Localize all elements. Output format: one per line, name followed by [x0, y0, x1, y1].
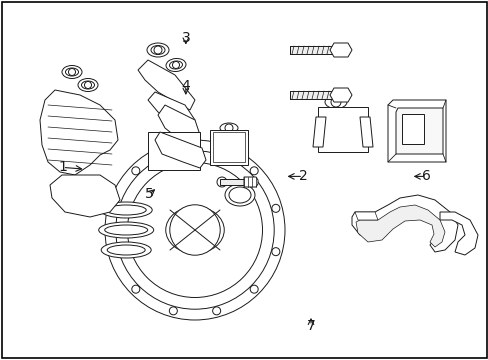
Ellipse shape — [169, 61, 182, 69]
Circle shape — [169, 145, 177, 153]
Circle shape — [343, 135, 352, 144]
Bar — [289, 91, 341, 99]
Polygon shape — [155, 132, 205, 168]
Polygon shape — [244, 177, 258, 187]
Circle shape — [154, 46, 162, 54]
Ellipse shape — [78, 78, 98, 91]
Circle shape — [212, 145, 220, 153]
Ellipse shape — [165, 207, 224, 253]
Text: 5: 5 — [144, 188, 153, 201]
Circle shape — [224, 124, 232, 132]
Circle shape — [271, 248, 279, 256]
Polygon shape — [158, 105, 200, 145]
Circle shape — [68, 68, 75, 76]
Ellipse shape — [147, 43, 169, 57]
Circle shape — [55, 100, 65, 110]
Circle shape — [250, 285, 258, 293]
Polygon shape — [138, 60, 195, 110]
Polygon shape — [40, 90, 118, 175]
Ellipse shape — [99, 222, 153, 238]
Circle shape — [374, 227, 384, 237]
Text: 7: 7 — [306, 319, 315, 333]
Polygon shape — [359, 117, 372, 147]
Ellipse shape — [101, 242, 151, 258]
Polygon shape — [148, 92, 195, 130]
Polygon shape — [439, 212, 477, 255]
Bar — [148, 132, 200, 170]
Ellipse shape — [151, 45, 164, 54]
Text: 1: 1 — [58, 161, 67, 174]
Ellipse shape — [228, 187, 250, 203]
Circle shape — [271, 204, 279, 212]
Bar — [289, 46, 341, 54]
Circle shape — [116, 151, 274, 309]
Ellipse shape — [104, 225, 147, 235]
Polygon shape — [387, 100, 445, 162]
Polygon shape — [312, 117, 325, 147]
Circle shape — [157, 137, 167, 147]
Circle shape — [250, 167, 258, 175]
Circle shape — [178, 137, 187, 147]
Circle shape — [178, 151, 187, 161]
Circle shape — [343, 117, 352, 126]
Bar — [213, 132, 244, 162]
Circle shape — [425, 141, 437, 153]
Circle shape — [228, 148, 237, 156]
Circle shape — [172, 62, 179, 68]
Circle shape — [84, 81, 91, 89]
Circle shape — [132, 285, 140, 293]
Circle shape — [325, 117, 334, 126]
Text: 6: 6 — [421, 170, 430, 183]
Ellipse shape — [107, 245, 145, 255]
Text: 4: 4 — [181, 80, 190, 93]
Circle shape — [169, 205, 220, 255]
Polygon shape — [50, 175, 120, 217]
Circle shape — [217, 177, 226, 187]
Bar — [209, 130, 247, 165]
Bar — [401, 114, 423, 144]
Ellipse shape — [220, 123, 238, 133]
Ellipse shape — [106, 205, 146, 215]
Ellipse shape — [100, 202, 152, 218]
Circle shape — [330, 97, 340, 107]
Circle shape — [228, 137, 237, 145]
Bar — [317, 107, 367, 152]
Circle shape — [212, 307, 220, 315]
Circle shape — [132, 167, 140, 175]
Ellipse shape — [65, 68, 79, 76]
Bar — [220, 179, 249, 185]
Polygon shape — [395, 108, 442, 154]
Ellipse shape — [81, 81, 94, 89]
Circle shape — [55, 145, 65, 155]
Ellipse shape — [62, 66, 82, 78]
Circle shape — [55, 120, 65, 130]
Polygon shape — [354, 212, 377, 220]
Circle shape — [325, 135, 334, 144]
Polygon shape — [355, 205, 444, 247]
Circle shape — [105, 140, 285, 320]
Circle shape — [110, 204, 118, 212]
Circle shape — [157, 151, 167, 161]
Circle shape — [127, 162, 262, 297]
Text: 3: 3 — [181, 31, 190, 45]
Ellipse shape — [224, 184, 254, 206]
Polygon shape — [329, 43, 351, 57]
Polygon shape — [351, 195, 457, 252]
Circle shape — [110, 248, 118, 256]
Ellipse shape — [325, 95, 346, 108]
Circle shape — [215, 148, 223, 156]
Circle shape — [169, 307, 177, 315]
Polygon shape — [329, 88, 351, 102]
Text: 2: 2 — [298, 170, 307, 183]
Ellipse shape — [166, 58, 185, 72]
Circle shape — [215, 137, 223, 145]
Circle shape — [359, 225, 369, 235]
